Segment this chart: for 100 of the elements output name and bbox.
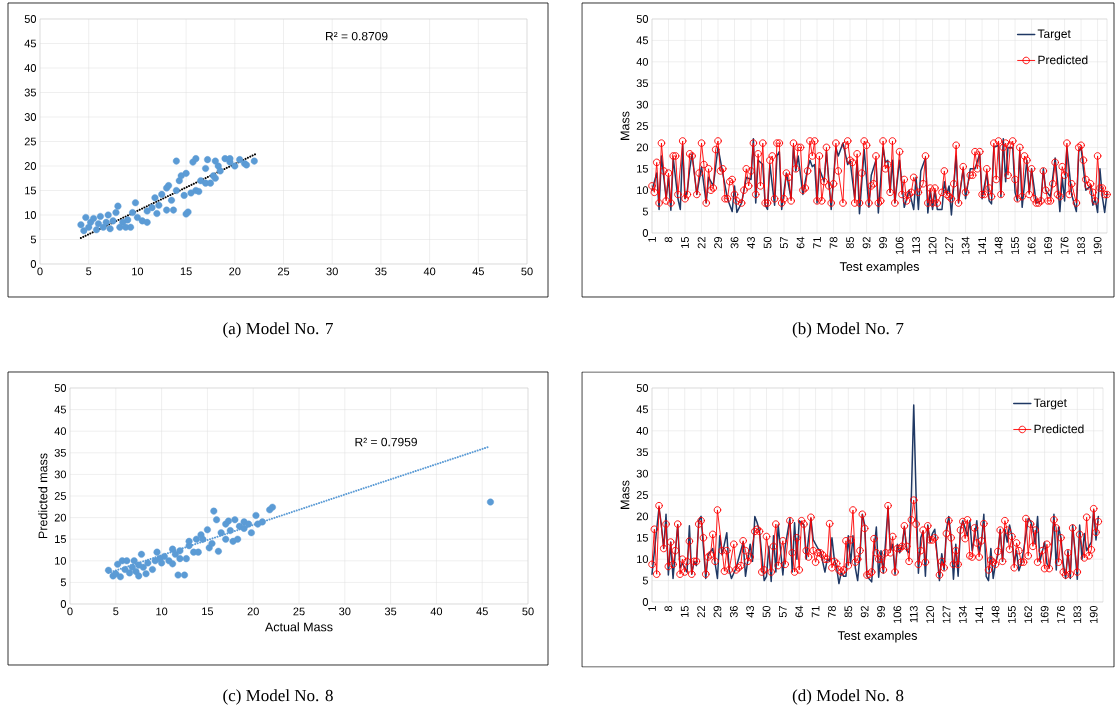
x-tick-label: 35 (384, 607, 397, 616)
x-tick-label: 78 (829, 237, 838, 249)
x-tick-label: 71 (811, 606, 820, 618)
y-tick-label: 30 (636, 100, 649, 109)
x-tick-label: 71 (813, 237, 821, 249)
y-tick-label: 50 (24, 15, 37, 23)
y-tick-label: 25 (636, 122, 648, 130)
x-tick-label: 8 (664, 237, 673, 243)
x-tick-label: 99 (877, 606, 885, 618)
x-tick-label: 15 (180, 267, 192, 276)
x-tick-label: 127 (945, 237, 953, 255)
y-tick-label: 30 (24, 113, 37, 121)
y-tick-label: 35 (54, 448, 66, 457)
x-tick-label: 43 (746, 606, 755, 618)
x-tick-label: 169 (1040, 606, 1049, 624)
x-tick-label: 162 (1024, 606, 1033, 624)
x-tick-label: 0 (37, 267, 43, 276)
y-axis-title: Mass (620, 111, 630, 140)
x-tick-label: 78 (828, 606, 836, 618)
y-tick-label: 35 (24, 88, 36, 97)
x-tick-label: 50 (522, 607, 534, 616)
x-tick-label: 148 (991, 606, 1000, 624)
y-tick-label: 50 (636, 384, 649, 392)
x-tick-label: 45 (472, 267, 484, 276)
annotation: R² = 0.8709 (326, 31, 388, 41)
y-tick-label: 35 (636, 79, 648, 88)
x-tick-label: 5 (113, 607, 119, 616)
y-tick-label: 15 (25, 186, 36, 195)
text: (d) Model No. 8 (792, 689, 904, 705)
x-tick-label: 25 (277, 267, 290, 276)
text: (c) Model No. 8 (223, 689, 333, 705)
x-tick-label: 64 (796, 236, 805, 249)
x-tick-label: 190 (1093, 236, 1102, 255)
y-tick-label: 40 (636, 57, 649, 66)
x-tick-label: 40 (430, 607, 443, 616)
y-tick-label: 20 (636, 512, 649, 521)
y-axis-title: Predicted mass (38, 453, 48, 539)
x-tick-label: 50 (521, 267, 533, 276)
x-tick-label: 148 (994, 237, 1003, 255)
x-tick-label: 1 (648, 606, 656, 611)
x-tick-label: 10 (156, 607, 168, 616)
y-tick-label: 15 (55, 535, 66, 544)
x-tick-label: 20 (229, 267, 241, 276)
x-tick-label: 50 (762, 605, 771, 618)
y-tick-label: 20 (24, 162, 37, 170)
x-axis-title: Test examples (839, 261, 919, 274)
x-tick-label: 64 (795, 605, 804, 618)
x-tick-label: 85 (846, 237, 854, 249)
x-tick-label: 15 (202, 607, 214, 616)
x-tick-label: 1 (648, 237, 656, 242)
x-tick-label: 141 (978, 237, 986, 255)
x-tick-label: 120 (928, 236, 937, 255)
x-tick-label: 57 (779, 606, 787, 618)
x-tick-label: 22 (697, 237, 706, 249)
y-axis-title: Mass (620, 480, 630, 509)
legend-label: Target (1037, 29, 1071, 41)
y-tick-label: 0 (642, 229, 649, 237)
x-tick-label: 155 (1008, 606, 1016, 624)
x-axis-title: Test examples (837, 630, 917, 643)
y-tick-label: 20 (636, 143, 649, 152)
x-tick-label: 50 (763, 236, 772, 249)
x-tick-label: 176 (1060, 237, 1069, 255)
y-tick-label: 50 (54, 384, 67, 392)
y-tick-label: 20 (54, 513, 67, 522)
x-tick-label: 183 (1077, 237, 1085, 255)
y-tick-label: 40 (54, 427, 67, 436)
x-tick-label: 15 (681, 237, 689, 248)
y-tick-label: 10 (55, 556, 67, 565)
x-tick-label: 22 (697, 606, 705, 618)
y-tick-label: 40 (636, 426, 649, 435)
x-tick-label: 169 (1044, 237, 1052, 255)
y-tick-label: 10 (637, 186, 649, 195)
y-tick-label: 30 (636, 469, 649, 478)
y-tick-label: 50 (636, 15, 649, 23)
y-tick-label: 45 (636, 36, 648, 45)
x-tick-label: 106 (893, 606, 902, 624)
x-tick-label: 183 (1073, 606, 1082, 624)
y-tick-label: 0 (30, 260, 37, 268)
legend-label: Predicted (1038, 55, 1088, 65)
text: (a) Model No. 7 (223, 322, 333, 338)
text: (b) Model No. 7 (792, 322, 904, 338)
x-tick-label: 45 (476, 607, 488, 616)
annotation: R² = 0.7959 (355, 437, 417, 447)
y-tick-label: 25 (24, 137, 36, 146)
x-tick-label: 36 (730, 237, 739, 249)
x-tick-label: 176 (1057, 606, 1065, 624)
x-tick-label: 92 (860, 606, 869, 618)
x-tick-label: 30 (339, 607, 351, 616)
legend-label: Target (1033, 398, 1067, 410)
x-tick-label: 134 (961, 236, 970, 255)
x-tick-label: 20 (247, 607, 259, 616)
x-tick-label: 36 (729, 606, 738, 618)
x-tick-label: 8 (664, 606, 673, 612)
y-tick-label: 25 (54, 492, 66, 500)
x-tick-label: 190 (1089, 605, 1098, 624)
x-tick-label: 162 (1027, 237, 1036, 255)
y-tick-label: 5 (642, 576, 649, 585)
y-tick-label: 25 (636, 491, 648, 499)
x-tick-label: 120 (926, 605, 934, 624)
x-tick-label: 141 (975, 606, 983, 624)
